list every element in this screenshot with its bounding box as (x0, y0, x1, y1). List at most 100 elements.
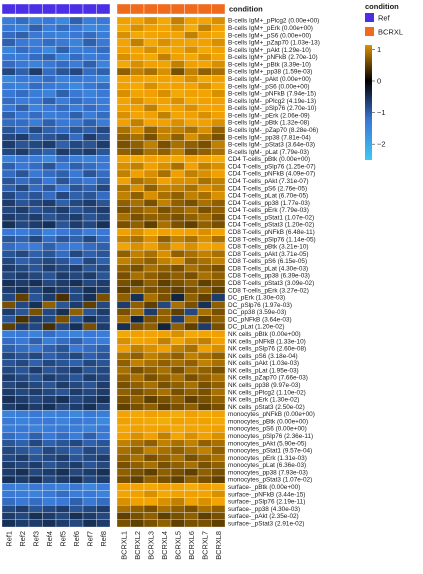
heatmap-cell (28, 417, 43, 426)
heatmap-cell (184, 300, 199, 309)
heatmap-cell (82, 453, 97, 462)
heatmap-cell (211, 512, 226, 520)
heatmap-cell (184, 82, 199, 91)
heatmap-cell (211, 279, 226, 287)
heatmap-cell (130, 111, 145, 120)
heatmap-cell (15, 337, 30, 346)
heatmap-cell (15, 504, 30, 513)
heatmap-cell (15, 177, 30, 185)
heatmap-cell (170, 293, 185, 302)
row-label: NK cells_pStat3 (2.50e-02) (228, 404, 305, 411)
heatmap-cell (15, 475, 30, 484)
heatmap-cell (42, 169, 57, 178)
heatmap-cell (69, 271, 84, 280)
heatmap-cell (15, 60, 30, 69)
heatmap-cell (82, 126, 97, 134)
heatmap-cell (157, 271, 172, 280)
heatmap-cell (211, 75, 226, 83)
heatmap-cell (211, 191, 226, 200)
heatmap-cell (184, 497, 199, 506)
heatmap-cell (55, 31, 70, 40)
heatmap-cell (42, 213, 57, 222)
heatmap-cell (1, 24, 16, 32)
heatmap-cell (1, 155, 16, 163)
heatmap-cell (15, 453, 30, 462)
heatmap-cell (55, 96, 70, 105)
heatmap-cell (130, 410, 145, 418)
heatmap-cell (55, 439, 70, 448)
heatmap-cell (1, 169, 16, 178)
heatmap-cell (143, 126, 158, 134)
condition-cell (1, 3, 16, 15)
heatmap-cell (96, 293, 111, 302)
heatmap-cell (157, 242, 172, 251)
heatmap-cell (1, 512, 16, 520)
heatmap-cell (157, 475, 172, 484)
heatmap-cell (170, 82, 185, 91)
heatmap-cell (130, 308, 145, 316)
heatmap-cell (211, 315, 226, 324)
heatmap-cell (15, 96, 30, 105)
heatmap-cell (96, 257, 111, 265)
heatmap-cell (170, 395, 185, 404)
heatmap-cell (15, 439, 30, 448)
heatmap-cell (170, 147, 185, 156)
heatmap-cell (96, 60, 111, 69)
heatmap-cell (82, 308, 97, 316)
heatmap-cell (1, 220, 16, 229)
heatmap-cell (116, 257, 131, 265)
column-label: Ref6 (72, 531, 81, 547)
heatmap-cell (116, 388, 131, 397)
heatmap-cell (157, 497, 172, 506)
heatmap-cell (1, 67, 16, 76)
heatmap-cell (69, 483, 84, 491)
heatmap-cell (1, 446, 16, 455)
heatmap-cell (28, 155, 43, 163)
heatmap-cell (116, 300, 131, 309)
heatmap-cell (96, 497, 111, 506)
heatmap-cell (96, 417, 111, 426)
heatmap-cell (143, 67, 158, 76)
heatmap-cell (170, 264, 185, 273)
heatmap-cell (42, 133, 57, 142)
heatmap-cell (96, 249, 111, 258)
heatmap-cell (157, 24, 172, 32)
heatmap-cell (197, 417, 212, 426)
heatmap-cell (170, 271, 185, 280)
heatmap-cell (143, 388, 158, 397)
heatmap-cell (1, 402, 16, 411)
heatmap-cell (184, 45, 199, 54)
heatmap-cell (15, 432, 30, 440)
heatmap-cell (116, 249, 131, 258)
row-label: B-cells IgM+_pNFkB (2.70e-10) (228, 54, 318, 61)
heatmap-cell (130, 198, 145, 207)
heatmap-cell (42, 402, 57, 411)
heatmap-cell (82, 38, 97, 47)
heatmap-cell (69, 31, 84, 40)
heatmap-cell (96, 169, 111, 178)
heatmap-cell (42, 483, 57, 491)
condition-cell (96, 3, 111, 15)
heatmap-cell (96, 155, 111, 163)
heatmap-cell (42, 140, 57, 149)
heatmap-cell (42, 359, 57, 367)
heatmap-cell (157, 315, 172, 324)
heatmap-cell (170, 257, 185, 265)
heatmap-cell (96, 366, 111, 375)
heatmap-cell (197, 38, 212, 47)
heatmap-cell (42, 512, 57, 520)
heatmap-cell (197, 293, 212, 302)
row-label: CD4 T-cells_pBtk (0.00e+00) (228, 156, 310, 163)
heatmap-cell (211, 483, 226, 491)
heatmap-cell (211, 373, 226, 382)
heatmap-cell (143, 155, 158, 163)
heatmap-cell (42, 118, 57, 127)
heatmap-cell (42, 300, 57, 309)
heatmap-cell (143, 475, 158, 484)
heatmap-cell (157, 512, 172, 520)
heatmap-cell (184, 453, 199, 462)
heatmap-cell (184, 439, 199, 448)
heatmap-cell (157, 249, 172, 258)
heatmap-cell (170, 424, 185, 433)
heatmap-cell (82, 177, 97, 185)
